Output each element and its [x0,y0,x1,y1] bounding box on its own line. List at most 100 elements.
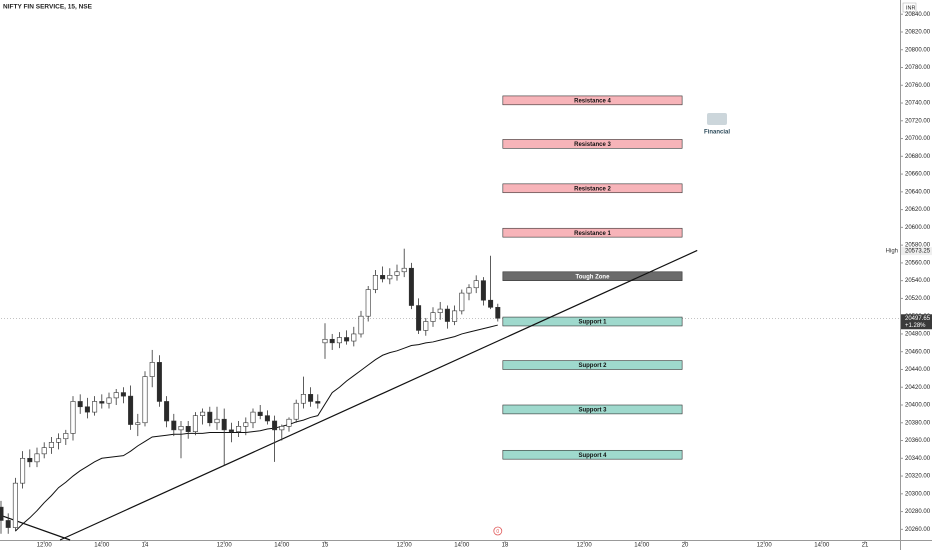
candle-body [207,411,213,424]
candle-body [142,376,148,424]
x-tick-label: 14:00 [454,543,470,549]
candle-body [358,315,364,335]
candle-body [106,397,112,404]
high-label: High [886,249,898,255]
y-tick-label: 20640.00 [905,189,931,195]
candle-body [99,401,105,404]
high-value: 20573.25 [905,249,931,255]
y-tick-label: 20360.00 [905,438,931,444]
last-price-change: +1.28% [905,323,926,329]
zone-label: Resistance 2 [574,186,611,192]
candle-body [380,275,386,280]
y-tick-label: 20520.00 [905,296,931,302]
candle-body [135,422,141,425]
candle-body [466,287,472,294]
candle-body [488,299,494,308]
zone [502,360,683,370]
candle-body [149,362,155,377]
y-tick-label: 20820.00 [905,30,931,36]
x-tick-label: 14:00 [94,543,110,549]
zone [502,316,683,327]
zone-label: Support 1 [578,320,607,326]
moving-average [15,324,498,532]
candle-body [5,520,11,528]
trendline [59,249,698,541]
y-tick-label: 20700.00 [905,136,931,142]
y-tick-label: 20560.00 [905,260,931,266]
x-tick-label: 14 [142,543,149,549]
y-tick-label: 20380.00 [905,420,931,426]
candle-body [444,308,450,322]
zone [502,95,683,106]
event-marker [493,526,503,536]
candle-body [185,426,191,432]
zone-label: Support 4 [578,453,607,459]
candle-body [286,418,292,427]
zone [502,227,683,238]
zone-label: Resistance 4 [574,98,611,104]
y-tick-label: 20620.00 [905,207,931,213]
y-tick-label: 20780.00 [905,65,931,71]
currency-box [902,2,917,13]
candle-body [272,420,278,431]
candle-body [156,362,162,402]
x-tick-label: 18 [502,543,509,549]
candle-body [344,337,350,342]
candle-body [84,406,90,413]
y-tick-label: 20760.00 [905,83,931,89]
y-tick-label: 20340.00 [905,456,931,462]
y-tick-label: 20540.00 [905,278,931,284]
candle-body [56,438,62,443]
candle-body [416,305,422,331]
y-tick-label: 20480.00 [905,332,931,338]
candle-body [293,402,299,420]
y-tick-label: 20440.00 [905,367,931,373]
candle-body [236,426,242,432]
x-tick-label: 12:00 [217,543,233,549]
candle-body [430,312,436,322]
candle-body [459,292,465,312]
zone [502,404,683,415]
candle-body [365,289,371,317]
y-tick-label: 20840.00 [905,12,931,18]
zone-label: Support 2 [578,363,607,369]
y-tick-label: 20320.00 [905,474,931,480]
candle-body [308,394,314,402]
y-tick-label: 20580.00 [905,243,931,249]
y-tick-label: 20800.00 [905,47,931,53]
candle-body [63,433,69,440]
x-tick-label: 21 [862,543,869,549]
y-tick-label: 20720.00 [905,118,931,124]
candle-body [228,429,234,432]
candle-body [27,457,33,463]
zone [502,139,683,149]
currency: INR [906,5,916,11]
x-tick-label: 15 [322,543,329,549]
candle-body [12,482,18,528]
candle-body [495,307,501,319]
x-tick-label: 12:00 [397,543,413,549]
y-tick-label: 20600.00 [905,225,931,231]
candle-body [257,411,263,416]
candle-body [408,267,414,306]
candle-body [164,401,170,422]
y-tick-label: 20660.00 [905,172,931,178]
candle-body [322,338,328,344]
zone-label: Resistance 1 [574,231,611,237]
x-tick-label: 14:00 [274,543,290,549]
zone-label: Tough Zone [576,274,611,280]
candle-body [315,401,321,404]
logo-text: Financial [704,130,730,136]
candle-body [300,394,306,404]
candle-body [221,418,227,431]
x-tick-label: 12:00 [37,543,53,549]
candle-body [401,267,407,273]
x-tick-label: 14:00 [634,543,650,549]
y-tick-label: 20460.00 [905,349,931,355]
candle-body [70,401,76,434]
y-tick-label: 20280.00 [905,509,931,515]
zone-label: Resistance 3 [574,142,611,148]
candle-body [34,453,40,463]
y-tick-label: 20680.00 [905,154,931,160]
